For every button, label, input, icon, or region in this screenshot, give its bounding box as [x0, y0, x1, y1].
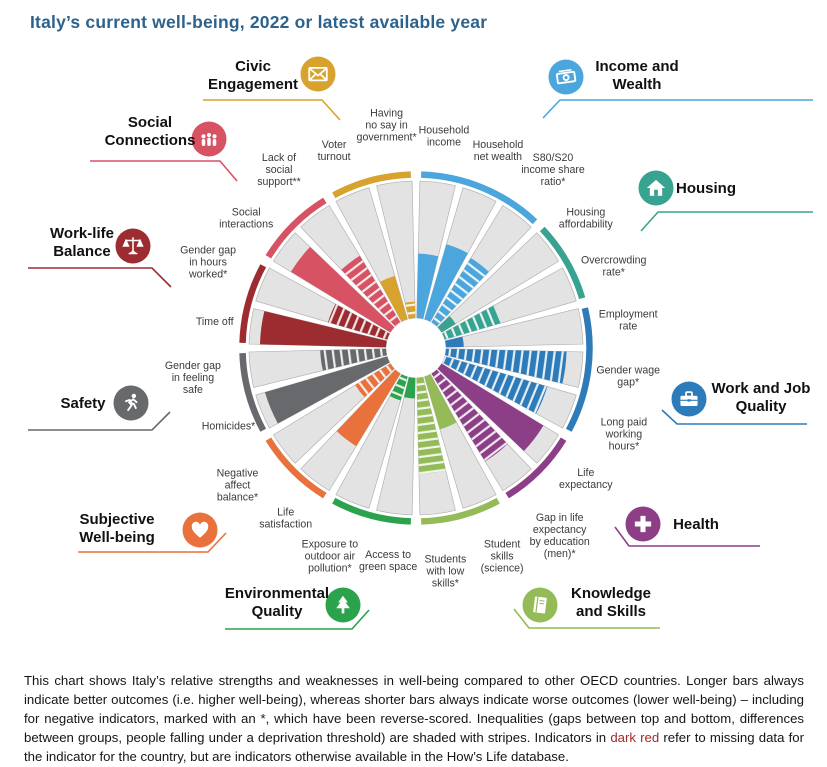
bar-life-expectancy: [437, 363, 544, 451]
indicator-label-lack-of-social-support: Lack of social support**: [257, 152, 301, 188]
indicator-label-gender-gap-in-hours-worked: Gender gap in hours worked*: [180, 245, 236, 281]
indicator-label-time-off: Time off: [196, 316, 234, 328]
indicator-label-homicides: Homicides*: [202, 420, 256, 432]
bar-stripes-gap-in-life-expectancy-by-education-men: [431, 369, 508, 462]
legend-connector-knowledge: [513, 608, 660, 629]
indicator-label-access-to-green-space: Access to green space: [359, 549, 417, 573]
legend-label-knowledge: Knowledge and Skills: [571, 585, 651, 620]
legend-label-environment: Environmental Quality: [225, 585, 329, 620]
bar-voter-turnout: [379, 275, 408, 322]
legend-connector-subjective: [78, 532, 227, 553]
indicator-label-household-income: Household income: [419, 124, 470, 148]
legend-label-social: Social Connections: [105, 114, 196, 149]
bar-student-skills-science: [424, 374, 457, 430]
footer-darkred-highlight: dark red: [610, 729, 660, 745]
legend-label-housing: Housing: [676, 180, 736, 197]
heart-icon: [182, 512, 218, 548]
legend-label-income: Income and Wealth: [595, 58, 678, 93]
tree-icon: [325, 587, 361, 623]
briefcase-icon: [671, 381, 707, 417]
indicator-label-gender-wage-gap: Gender wage gap*: [596, 365, 660, 389]
bar-stripes-long-paid-working-hours: [442, 356, 548, 414]
runner-icon: [113, 385, 149, 421]
legend-label-worklife: Work-life Balance: [50, 225, 114, 260]
bar-life-satisfaction: [336, 369, 401, 447]
legend-connector-worklife: [28, 267, 172, 288]
bar-social-interactions: [290, 246, 395, 333]
indicator-label-having-no-say-in-government: Having no say in government*: [357, 108, 417, 144]
page-title: Italy’s current well-being, 2022 or late…: [30, 12, 488, 32]
bar-housing-affordability: [437, 315, 456, 333]
indicator-label-s80-s20-income-share-ratio: S80/S20 income share ratio*: [521, 152, 585, 188]
dimension-arc-workjob: [565, 307, 593, 432]
legend-connector-health: [614, 526, 760, 547]
footer-text-before: This chart shows Italy’s relative streng…: [24, 673, 804, 745]
bar-stripes-gender-wage-gap: [445, 348, 567, 384]
bar-stripes-having-no-say-in-government: [405, 301, 416, 319]
legend-connector-workjob: [661, 409, 807, 425]
bar-household-net-wealth: [424, 244, 468, 322]
dimension-arc-safety: [239, 353, 267, 432]
book-icon: [522, 587, 558, 623]
indicator-label-housing-affordability: Housing affordability: [559, 206, 614, 230]
bar-homicides: [264, 356, 390, 424]
people-icon: [191, 121, 227, 157]
legend-connector-social: [90, 160, 238, 182]
indicator-label-overcrowding-rate: Overcrowding rate*: [581, 255, 646, 279]
legend-label-workjob: Work and Job Quality: [712, 380, 811, 415]
bar-stripes-students-with-low-skills: [416, 377, 446, 474]
dimension-arc-civic: [332, 171, 411, 199]
dimension-arc-income: [421, 171, 538, 225]
bar-employment-rate: [445, 336, 464, 348]
dimension-arc-worklife: [239, 264, 267, 343]
bar-stripes-overcrowding-rate: [442, 305, 502, 340]
dimension-arc-environment: [332, 497, 411, 525]
money-icon: [548, 59, 584, 95]
legend-connector-safety: [28, 411, 171, 431]
bar-stripes-lack-of-social-support: [341, 255, 401, 327]
health-cross-icon: [625, 506, 661, 542]
house-icon: [638, 170, 674, 206]
dimension-arc-knowledge: [421, 497, 500, 525]
indicator-label-voter-turnout: Voter turnout: [318, 139, 351, 163]
bar-access-to-green-space: [404, 377, 416, 399]
bar-stripes-s80-s20-income-share-ratio: [431, 258, 489, 327]
dimension-arc-subjective: [265, 437, 327, 499]
indicator-label-household-net-wealth: Household net wealth: [473, 139, 524, 163]
indicator-label-long-paid-working-hours: Long paid working hours*: [601, 417, 648, 453]
bar-household-income: [416, 253, 439, 319]
legend-connector-housing: [640, 211, 813, 232]
indicator-label-life-satisfaction: Life satisfaction: [259, 506, 312, 530]
legend-connector-civic: [203, 99, 341, 121]
indicator-label-exposure-to-outdoor-air-pollution: Exposure to outdoor air pollution*: [302, 539, 359, 575]
indicator-label-students-with-low-skills: Students with low skills*: [424, 554, 466, 590]
legend-label-civic: Civic Engagement: [208, 58, 298, 93]
legend-label-subjective: Subjective Well-being: [79, 511, 155, 546]
indicator-label-student-skills-science: Student skills (science): [481, 539, 524, 575]
ballot-envelope-icon: [300, 56, 336, 92]
indicator-label-social-interactions: Social interactions: [219, 206, 273, 230]
bar-time-off: [260, 311, 387, 348]
wellbeing-wheel-chart: Household income Household net wealth S80/S2…: [28, 56, 813, 630]
dimension-arc-social: [265, 197, 327, 259]
bar-stripes-gender-gap-in-hours-worked: [328, 304, 390, 340]
legend-connector-environment: [225, 609, 370, 630]
bar-stripes-exposure-to-outdoor-air-pollution: [389, 374, 408, 401]
indicator-label-negative-affect-balance: Negative affect balance*: [217, 468, 259, 504]
indicator-label-gap-in-life-expectancy-by-education-men: Gap in life expectancy by education (men)*: [530, 512, 590, 560]
legend-connector-income: [542, 99, 813, 119]
dimension-arc-housing: [539, 226, 586, 300]
bar-stripes-gender-gap-in-feeling-safe: [320, 348, 387, 371]
indicator-label-life-expectancy: Life expectancy: [559, 467, 613, 491]
legend-label-health: Health: [673, 516, 719, 533]
scales-icon: [115, 228, 151, 264]
indicator-label-gender-gap-in-feeling-safe: Gender gap in feeling safe: [165, 360, 221, 396]
indicator-label-employment-rate: Employment rate: [599, 309, 658, 333]
legend-label-safety: Safety: [60, 395, 106, 412]
footer-note: This chart shows Italy’s relative streng…: [24, 672, 804, 766]
dimension-arc-health: [505, 437, 567, 499]
bar-stripes-negative-affect-balance: [355, 363, 395, 398]
